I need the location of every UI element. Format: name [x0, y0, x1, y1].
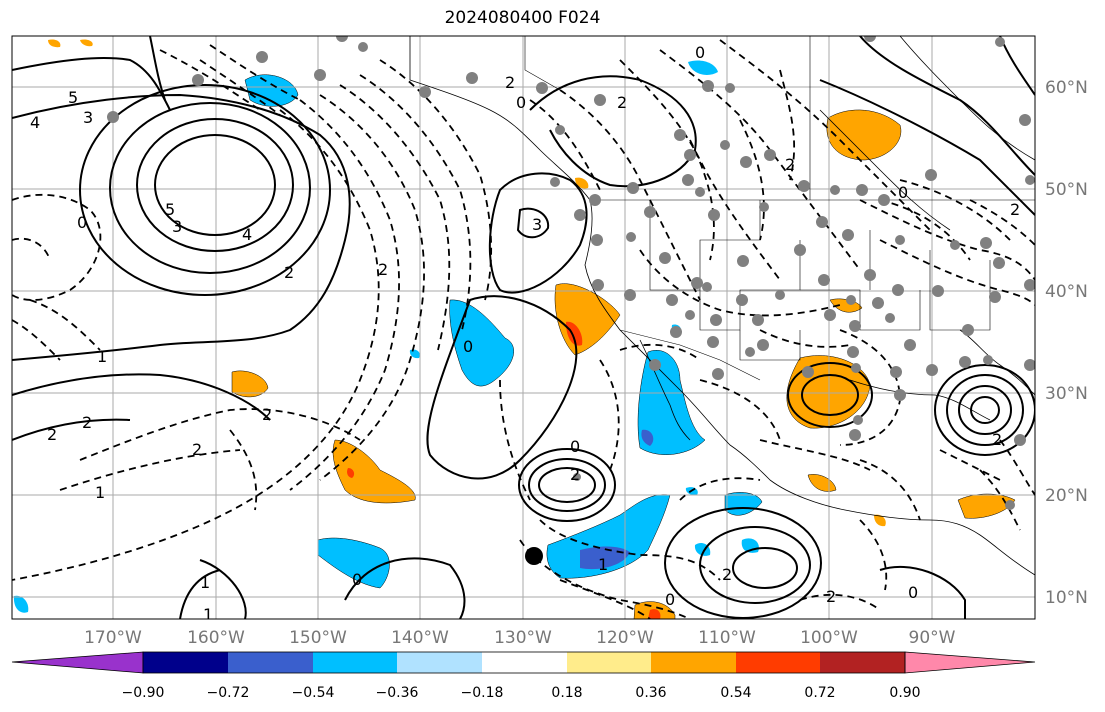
svg-text:2: 2 — [826, 587, 836, 606]
map-title: 2024080400 F024 — [444, 8, 601, 28]
colorbar-segment — [651, 652, 736, 673]
colorbar-tick-label: 0.72 — [804, 685, 835, 701]
lat-label: 40°N — [1045, 282, 1088, 302]
svg-text:0: 0 — [908, 583, 918, 602]
colorbar-border — [142, 651, 906, 674]
svg-text:4: 4 — [30, 113, 40, 132]
svg-text:1: 1 — [200, 573, 210, 592]
colorbar-min-extension — [11, 651, 144, 674]
svg-text:2: 2 — [378, 260, 388, 279]
svg-text:5: 5 — [165, 200, 175, 219]
lon-label: 140°W — [391, 628, 449, 648]
colorbar-tick-label: −0.72 — [207, 685, 250, 701]
colorbar-segment — [143, 652, 228, 673]
svg-text:3: 3 — [83, 108, 93, 127]
svg-text:2: 2 — [505, 73, 515, 92]
lat-label: 10°N — [1045, 588, 1088, 608]
lon-label: 110°W — [698, 628, 756, 648]
colorbar-segment — [482, 652, 567, 673]
colorbar-segment — [228, 652, 313, 673]
svg-text:0: 0 — [665, 590, 675, 609]
lon-label: 160°W — [187, 628, 245, 648]
svg-text:2: 2 — [284, 263, 294, 282]
lon-label: 90°W — [909, 628, 956, 648]
svg-text:2: 2 — [1010, 200, 1020, 219]
svg-text:2: 2 — [47, 425, 57, 444]
svg-text:2: 2 — [570, 465, 580, 484]
colorbar-segment — [313, 652, 397, 673]
svg-text:0: 0 — [77, 213, 87, 232]
political-borders — [524, 36, 1035, 381]
svg-text:1: 1 — [203, 605, 213, 624]
svg-text:2: 2 — [262, 405, 272, 424]
svg-text:1: 1 — [598, 555, 608, 574]
lat-label: 50°N — [1045, 180, 1088, 200]
contour-labels: 5 3 4 5 3 4 2 0 1 2 1 2 2 2 2 0 0 3 2 0 … — [30, 43, 1020, 624]
svg-text:2: 2 — [617, 93, 627, 112]
lat-label: 60°N — [1045, 78, 1088, 98]
colorbar-tick-label: 0.36 — [635, 685, 666, 701]
colorbar-segment — [567, 652, 651, 673]
svg-text:2: 2 — [785, 155, 795, 174]
storm-center-marker — [525, 547, 543, 565]
lat-label: 20°N — [1045, 486, 1088, 506]
colorbar-tick-label: 0.18 — [551, 685, 582, 701]
svg-text:2: 2 — [722, 565, 732, 584]
map-border — [11, 35, 1036, 620]
svg-text:0: 0 — [352, 570, 362, 589]
coastlines — [409, 36, 1035, 576]
svg-text:5: 5 — [68, 88, 78, 107]
station-markers — [107, 36, 1035, 510]
colorbar-tick-label: −0.36 — [376, 685, 419, 701]
svg-text:1: 1 — [95, 483, 105, 502]
colorbar: −0.90 −0.72 −0.54 −0.36 −0.18 0.18 0.36 … — [11, 651, 1036, 701]
colorbar-tick-label: 0.90 — [889, 685, 920, 701]
lon-label: 100°W — [800, 628, 858, 648]
svg-text:2: 2 — [82, 413, 92, 432]
svg-text:2: 2 — [192, 440, 202, 459]
svg-text:0: 0 — [570, 437, 580, 456]
svg-text:0: 0 — [516, 93, 526, 112]
svg-text:4: 4 — [242, 225, 252, 244]
solid-contours — [12, 36, 1035, 619]
lon-label: 170°W — [84, 628, 142, 648]
dashed-contours — [12, 39, 1035, 619]
colorbar-segment — [736, 652, 820, 673]
colorbar-tick-label: −0.90 — [122, 685, 165, 701]
colorbar-max-extension — [904, 651, 1036, 674]
latitude-labels: 60°N 50°N 40°N 30°N 20°N 10°N — [1045, 78, 1088, 608]
graticule — [12, 36, 1035, 619]
colorbar-segment — [397, 652, 482, 673]
lon-label: 150°W — [289, 628, 347, 648]
colorbar-tick-label: −0.18 — [461, 685, 504, 701]
svg-text:2: 2 — [992, 430, 1002, 449]
svg-text:0: 0 — [898, 183, 908, 202]
lat-label: 30°N — [1045, 384, 1088, 404]
svg-text:0: 0 — [695, 43, 705, 62]
svg-text:3: 3 — [172, 217, 182, 236]
negative-anomaly-regions — [13, 60, 763, 613]
svg-text:3: 3 — [532, 215, 542, 234]
svg-text:1: 1 — [97, 347, 107, 366]
colorbar-tick-label: −0.54 — [292, 685, 335, 701]
colorbar-tick-label: 0.54 — [720, 685, 751, 701]
lon-label: 120°W — [596, 628, 654, 648]
svg-text:0: 0 — [463, 337, 473, 356]
longitude-labels: 170°W 160°W 150°W 140°W 130°W 120°W 110°… — [84, 628, 956, 648]
lon-label: 130°W — [494, 628, 552, 648]
colorbar-segment — [820, 652, 905, 673]
